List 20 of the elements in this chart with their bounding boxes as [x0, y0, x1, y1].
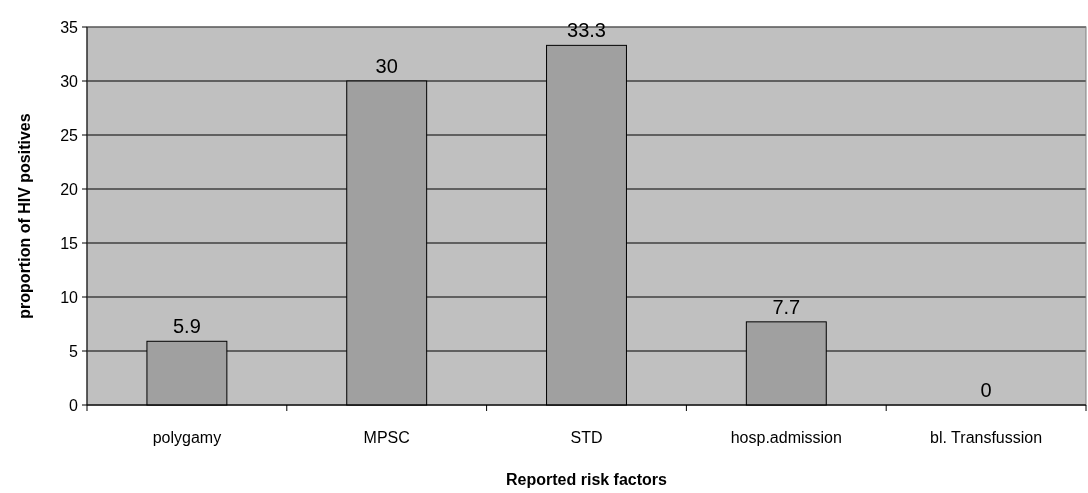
- x-tick-label: polygamy: [152, 429, 222, 446]
- data-label: 0: [980, 379, 992, 401]
- y-tick-label: 0: [69, 396, 79, 414]
- y-tick-label: 15: [60, 234, 79, 252]
- y-tick-label: 30: [60, 72, 79, 90]
- data-label: 33.3: [567, 19, 606, 42]
- y-tick-label: 25: [60, 126, 79, 144]
- y-tick-label: 5: [69, 342, 79, 360]
- data-label: 5.9: [172, 315, 201, 338]
- data-label: 30: [375, 55, 398, 77]
- y-tick-label: 10: [60, 288, 79, 306]
- x-tick-label: hosp.admission: [730, 429, 842, 446]
- x-tick-label: MPSC: [363, 429, 410, 446]
- y-tick-label: 20: [60, 180, 79, 198]
- x-tick-label: bl. Transfussion: [930, 429, 1043, 446]
- y-tick-label: 35: [60, 18, 79, 36]
- x-tick-label: STD: [570, 429, 603, 446]
- y-axis-title: proportion of HIV positives: [16, 113, 33, 319]
- data-label: 7.7: [772, 295, 801, 318]
- x-axis-title: Reported risk factors: [506, 471, 668, 488]
